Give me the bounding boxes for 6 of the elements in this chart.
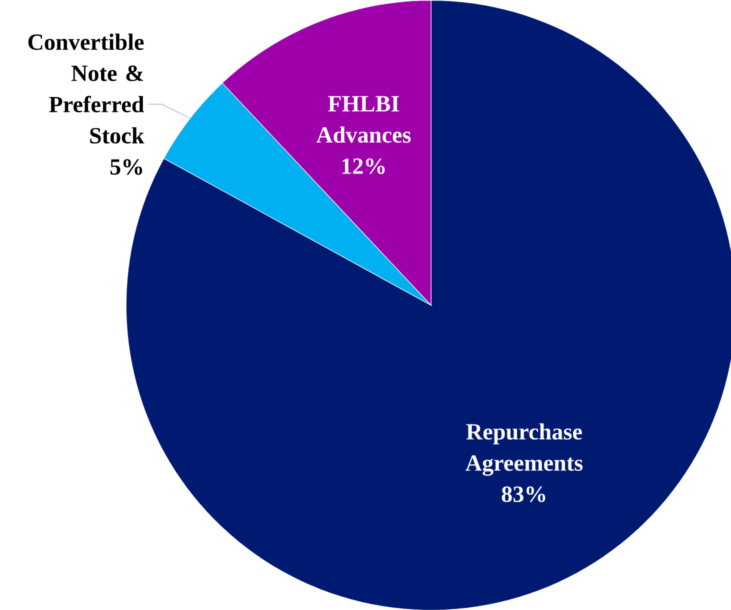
data-label: 5%	[110, 159, 142, 175]
slice-label: Convertible Note & Preferred Stock	[28, 34, 144, 144]
slice-label: Repurchase Agreements	[466, 423, 583, 476]
slice-label: FHLBI Advances	[316, 96, 411, 143]
data-label: 83%	[502, 486, 546, 502]
data-label: 12%	[342, 158, 385, 174]
